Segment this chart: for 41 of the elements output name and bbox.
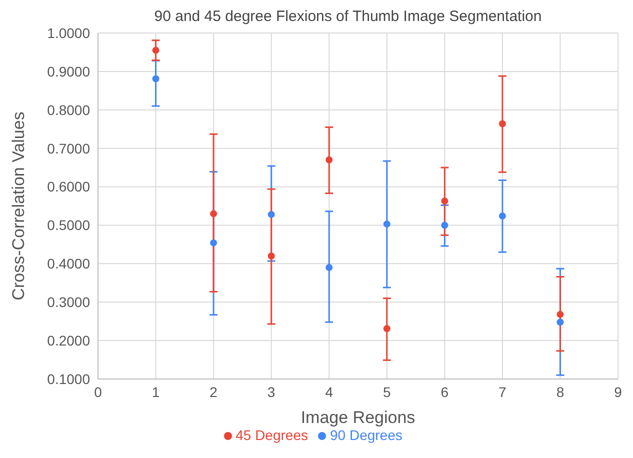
legend-label: 90 Degrees <box>330 427 402 443</box>
point <box>441 198 448 204</box>
point <box>152 75 160 82</box>
x-tick-label: 3 <box>267 384 276 400</box>
y-tick-label: 0.2000 <box>47 332 90 349</box>
y-tick-label: 0.9000 <box>47 63 90 80</box>
point <box>210 239 218 246</box>
point <box>556 310 564 318</box>
x-axis-title: Image Regions <box>300 408 416 427</box>
point <box>152 46 160 54</box>
y-tick-label: 0.8000 <box>47 102 90 118</box>
point <box>268 252 275 260</box>
x-tick-label: 0 <box>94 384 102 400</box>
y-tick-label: 0.4000 <box>47 256 90 272</box>
x-tick-label: 7 <box>498 384 507 400</box>
point <box>383 325 390 332</box>
chart-title: 90 and 45 degree Flexions of Thumb Image Segmentation <box>154 8 542 25</box>
point <box>498 120 506 128</box>
point <box>326 156 333 164</box>
x-tick-label: 6 <box>440 384 449 400</box>
y-tick-label: 0.6000 <box>47 178 90 195</box>
point <box>210 210 218 218</box>
y-tick-label: 0.1000 <box>47 370 90 387</box>
x-tick-label: 5 <box>382 384 391 400</box>
point <box>326 264 333 272</box>
y-tick-label: 0.7000 <box>47 140 90 156</box>
y-tick-label: 0.5000 <box>47 217 90 234</box>
point <box>556 318 564 326</box>
point <box>498 212 506 220</box>
x-tick-label: 2 <box>210 384 218 400</box>
point <box>383 220 390 228</box>
x-tick-label: 9 <box>614 384 622 400</box>
y-axis-title: Cross-Correlation Values <box>9 112 28 300</box>
x-tick-label: 1 <box>152 384 160 400</box>
point <box>268 210 275 218</box>
x-tick-label: 8 <box>556 384 564 400</box>
x-tick-label: 4 <box>325 384 334 400</box>
legend-label: 45 Degrees <box>236 427 308 443</box>
y-tick-label: 0.3000 <box>47 294 90 310</box>
y-tick-label: 1.0000 <box>47 24 90 41</box>
point <box>441 222 448 229</box>
